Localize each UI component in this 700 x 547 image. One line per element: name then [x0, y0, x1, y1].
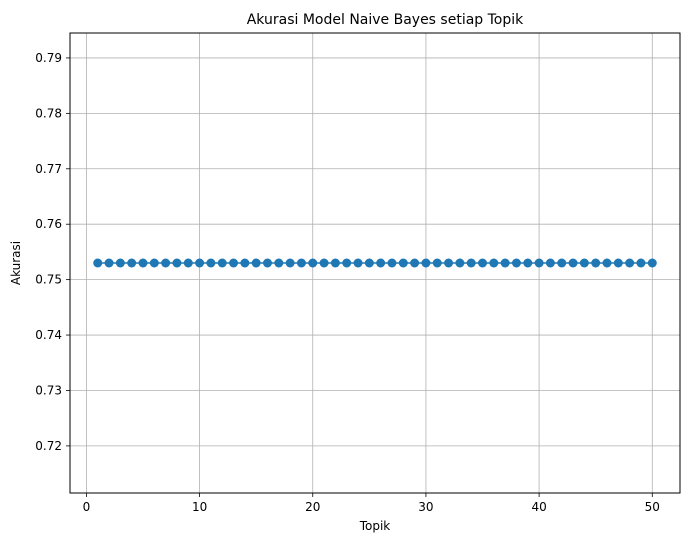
data-point [489, 258, 499, 268]
data-point [206, 258, 216, 268]
x-ticks: 0 10 20 30 40 50 [83, 493, 660, 514]
data-point [511, 258, 521, 268]
data-point [579, 258, 589, 268]
y-tick-label: 0.76 [35, 217, 62, 231]
plot-frame [69, 32, 681, 494]
data-point [387, 258, 397, 268]
data-point [410, 258, 420, 268]
data-point [466, 258, 476, 268]
y-tick-label: 0.79 [35, 51, 62, 65]
data-point [240, 258, 250, 268]
data-point [376, 258, 386, 268]
x-tick-label: 10 [192, 500, 207, 514]
data-point [296, 258, 306, 268]
data-point [636, 258, 646, 268]
data-point [217, 258, 227, 268]
data-point [364, 258, 374, 268]
data-point [353, 258, 363, 268]
data-point [195, 258, 205, 268]
series-layer [93, 258, 657, 268]
data-point [398, 258, 408, 268]
data-point [545, 258, 555, 268]
data-point [421, 258, 431, 268]
data-point [104, 258, 114, 268]
x-tick-label: 30 [418, 500, 433, 514]
data-point [229, 258, 239, 268]
x-tick-label: 20 [305, 500, 320, 514]
data-point [115, 258, 125, 268]
y-tick-label: 0.78 [35, 106, 62, 120]
data-point [568, 258, 578, 268]
data-point [262, 258, 272, 268]
y-tick-label: 0.72 [35, 439, 62, 453]
x-axis-label: Topik [359, 519, 391, 533]
data-point [183, 258, 193, 268]
data-point [161, 258, 171, 268]
data-point [93, 258, 103, 268]
data-point [432, 258, 442, 268]
data-point [149, 258, 159, 268]
data-point [557, 258, 567, 268]
data-point [172, 258, 182, 268]
data-point [523, 258, 533, 268]
data-point [647, 258, 657, 268]
data-point [591, 258, 601, 268]
y-tick-label: 0.77 [35, 162, 62, 176]
chart-title: Akurasi Model Naive Bayes setiap Topik [247, 12, 524, 28]
data-point [613, 258, 623, 268]
data-point [455, 258, 465, 268]
data-point [127, 258, 137, 268]
data-point [625, 258, 635, 268]
y-tick-label: 0.75 [35, 273, 62, 287]
y-axis-label: Akurasi [9, 241, 23, 285]
x-tick-label: 50 [645, 500, 660, 514]
data-point [478, 258, 488, 268]
data-point [274, 258, 284, 268]
data-point [444, 258, 454, 268]
y-tick-label: 0.74 [35, 328, 62, 342]
data-point [330, 258, 340, 268]
data-point [308, 258, 318, 268]
y-tick-label: 0.73 [35, 383, 62, 397]
data-point [500, 258, 510, 268]
data-point [251, 258, 261, 268]
data-point [534, 258, 544, 268]
data-point [342, 258, 352, 268]
y-ticks: 0.72 0.73 0.74 0.75 0.76 0.77 0.78 0.79 [35, 51, 70, 453]
data-point [138, 258, 148, 268]
data-point [285, 258, 295, 268]
data-point [602, 258, 612, 268]
x-tick-label: 0 [83, 500, 91, 514]
x-tick-label: 40 [531, 500, 546, 514]
data-point [319, 258, 329, 268]
